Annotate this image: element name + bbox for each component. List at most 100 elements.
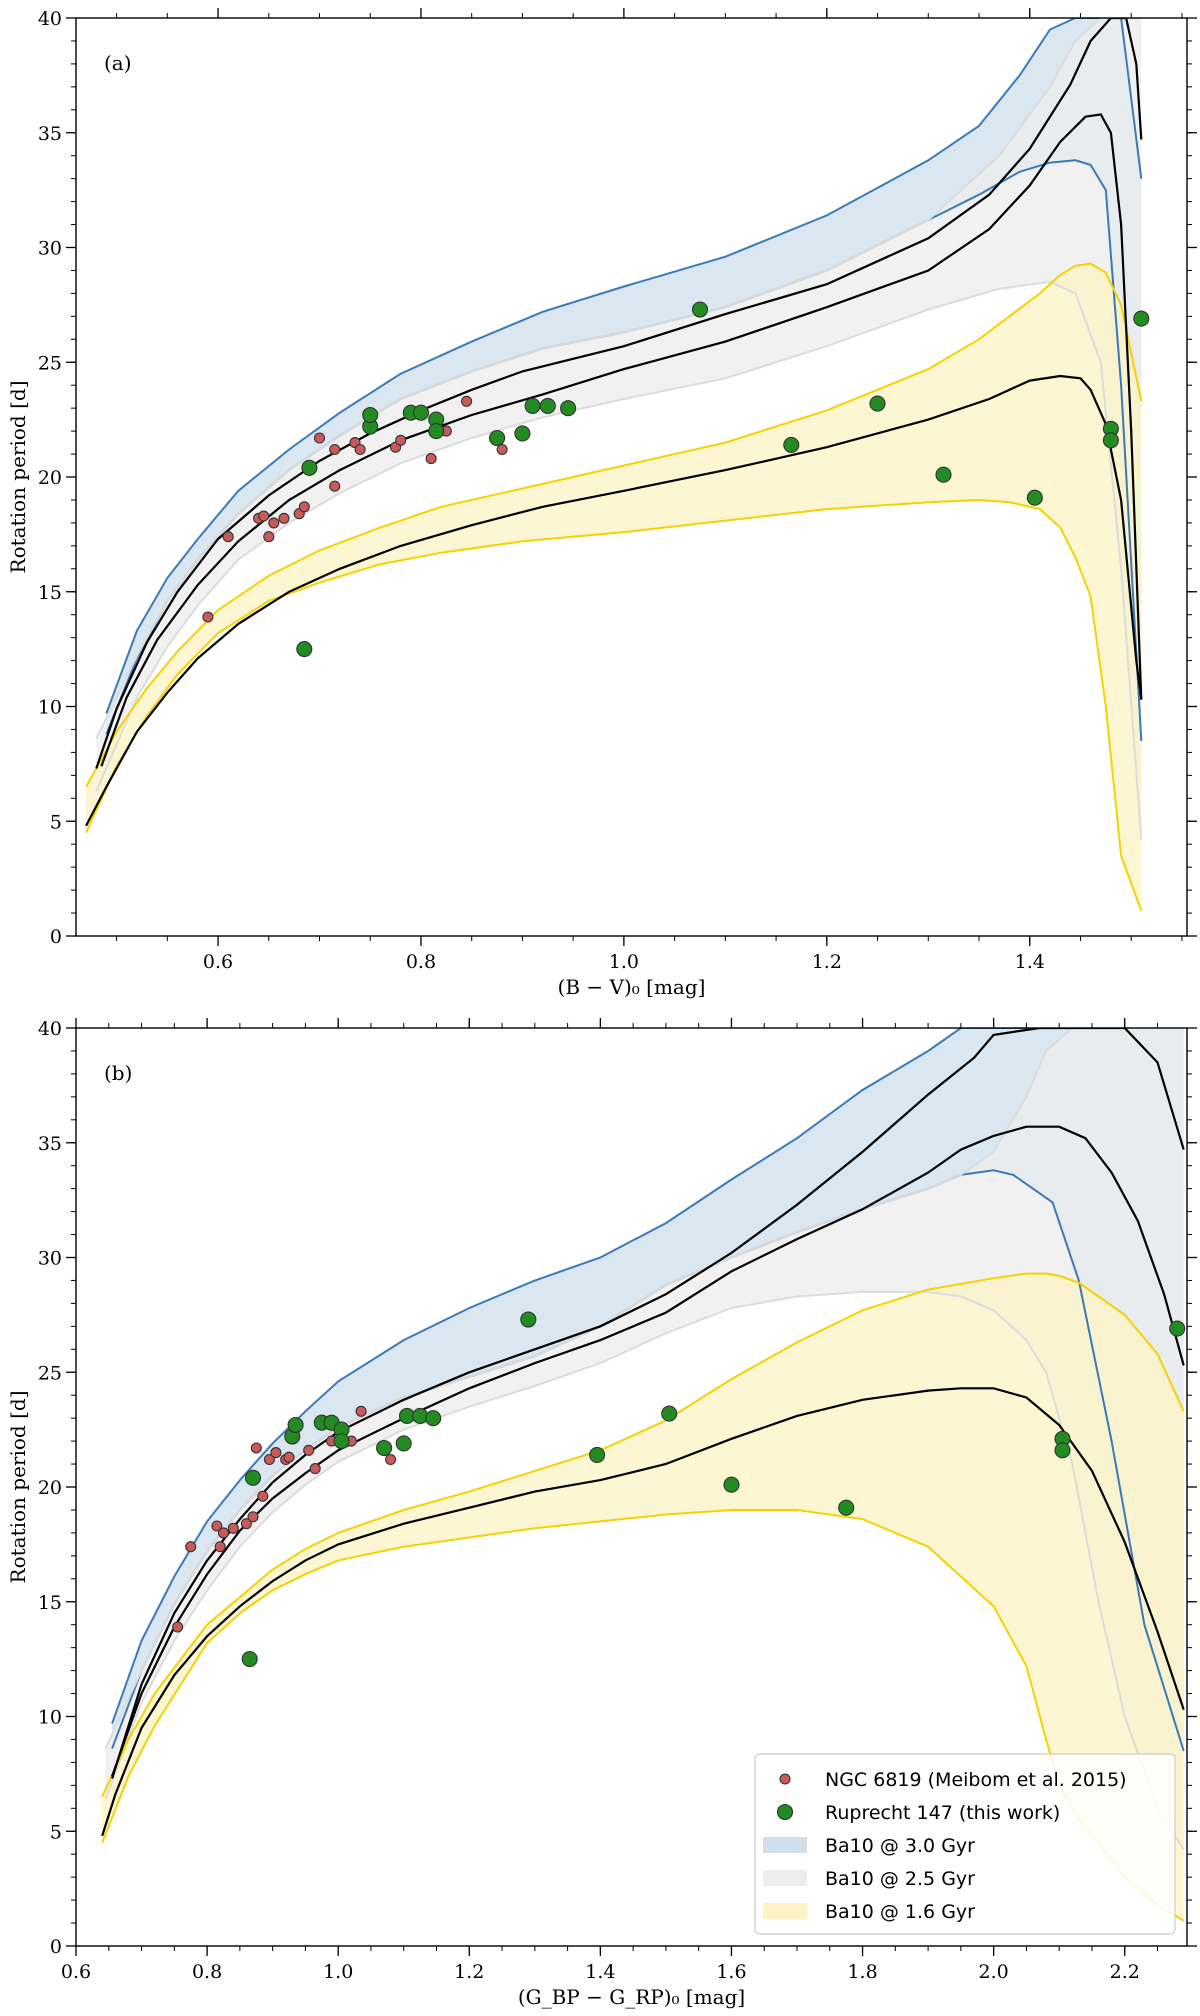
x-axis-title: (G_BP − G_RP)₀ [mag] bbox=[518, 1985, 745, 2009]
ruprecht147-point bbox=[520, 1311, 537, 1328]
panel-b: 0.6 0.8 1.0 1.2 1.4 1.6 1.8 2.0 2.2 0 5 10 15 20 25 30 3… bbox=[6, 1018, 1197, 2009]
ruprecht147-point bbox=[425, 1410, 442, 1427]
ruprecht147-point bbox=[691, 301, 709, 318]
ruprecht147-point bbox=[1133, 310, 1150, 327]
panel-a: 0.6 0.8 1.0 1.2 1.4 0 5 10 15 20 25 30 35 40 (B − V)₀ … bbox=[6, 8, 1197, 999]
ngc6819-point bbox=[268, 517, 280, 529]
ruprecht147-point bbox=[524, 397, 541, 414]
x-tick-label: 1.6 bbox=[716, 1961, 746, 1983]
y-tick-label: 20 bbox=[38, 467, 62, 489]
legend-marker-ngc6819 bbox=[779, 1773, 791, 1785]
band-edge-upper-3 bbox=[85, 262, 1143, 788]
band-edge-lower-3 bbox=[85, 498, 1143, 912]
x-tick-label: 1.2 bbox=[812, 951, 842, 973]
ngc6819-point bbox=[355, 1405, 367, 1417]
ngc6819-point bbox=[172, 1621, 184, 1633]
y-tick-label: 10 bbox=[38, 697, 62, 719]
model-line-3 bbox=[101, 1387, 1185, 1837]
band-area-1 bbox=[106, 18, 1142, 741]
x-tick-label: 0.8 bbox=[192, 1961, 222, 1983]
ruprecht147-point bbox=[244, 1469, 262, 1486]
ngc6819-point bbox=[298, 501, 310, 513]
panel-label: (a) bbox=[104, 51, 132, 75]
ruprecht147-point bbox=[296, 641, 313, 658]
band-area-3 bbox=[102, 1273, 1184, 1921]
y-tick-label: 30 bbox=[38, 238, 62, 260]
x-tick-label: 0.8 bbox=[406, 951, 436, 973]
x-tick-label: 0.6 bbox=[203, 951, 233, 973]
ngc6819-point bbox=[222, 531, 234, 543]
y-tick-label: 15 bbox=[38, 1592, 62, 1614]
y-tick-label: 20 bbox=[38, 1477, 62, 1499]
legend-marker-ruprecht147 bbox=[776, 1803, 794, 1821]
band-edge-upper-2 bbox=[95, 18, 1142, 740]
legend-label: NGC 6819 (Meibom et al. 2015) bbox=[825, 1769, 1127, 1791]
ngc6819-point bbox=[329, 443, 341, 456]
x-tick-label: 1.2 bbox=[454, 1961, 484, 1983]
y-axis-title: Rotation period [d] bbox=[6, 1391, 30, 1584]
ngc6819-point bbox=[258, 510, 270, 522]
ngc6819-point bbox=[395, 434, 407, 446]
ruprecht147-point bbox=[935, 466, 952, 483]
band-edge-lower-2 bbox=[95, 280, 1143, 840]
ruprecht147-point bbox=[428, 423, 445, 440]
x-tick-label: 1.0 bbox=[609, 951, 639, 973]
legend-swatch-band-2 bbox=[763, 1870, 807, 1886]
legend-label: Ruprecht 147 (this work) bbox=[825, 1802, 1060, 1824]
y-tick-label: 25 bbox=[38, 352, 62, 374]
ruprecht147-point bbox=[333, 1433, 350, 1450]
ngc6819-point bbox=[214, 1541, 226, 1553]
ruprecht147-point bbox=[412, 1407, 429, 1424]
x-tick-label: 0.6 bbox=[61, 1961, 91, 1983]
ngc6819-point bbox=[385, 1453, 397, 1466]
plot-area bbox=[101, 1028, 1186, 1922]
x-tick-label: 2.0 bbox=[979, 1961, 1009, 1983]
ruprecht147-point bbox=[1102, 432, 1119, 449]
ruprecht147-point bbox=[869, 395, 886, 412]
ruprecht147-point bbox=[1169, 1320, 1186, 1337]
ruprecht147-point bbox=[362, 406, 379, 424]
ngc6819-point bbox=[250, 1442, 262, 1454]
band-area-2 bbox=[105, 1028, 1184, 1850]
ruprecht147-point bbox=[412, 404, 430, 421]
legend-label: Ba10 @ 3.0 Gyr bbox=[825, 1835, 975, 1857]
ngc6819-point bbox=[425, 453, 437, 465]
ngc6819-point bbox=[247, 1511, 259, 1523]
ngc6819-point bbox=[354, 443, 366, 456]
y-tick-label: 40 bbox=[38, 8, 62, 30]
ngc6819-point bbox=[309, 1463, 321, 1475]
ngc6819-point bbox=[185, 1541, 197, 1553]
ngc6819-point bbox=[217, 1527, 230, 1539]
x-tick-label: 1.8 bbox=[847, 1961, 877, 1983]
ngc6819-point bbox=[263, 531, 275, 543]
y-tick-label: 35 bbox=[38, 123, 62, 145]
ngc6819-point bbox=[283, 1451, 295, 1463]
legend: NGC 6819 (Meibom et al. 2015) Ruprecht 14… bbox=[754, 1753, 1176, 1935]
ruprecht147-point bbox=[376, 1439, 393, 1457]
ngc6819-point bbox=[461, 395, 473, 407]
ruprecht147-point bbox=[514, 425, 531, 442]
band-edge-upper-1 bbox=[105, 18, 1143, 714]
ruprecht147-point bbox=[1026, 489, 1043, 506]
y-tick-label: 5 bbox=[50, 1821, 62, 1843]
ngc6819-point bbox=[227, 1522, 239, 1534]
legend-label: Ba10 @ 1.6 Gyr bbox=[825, 1901, 975, 1923]
x-tick-label: 1.4 bbox=[1015, 951, 1045, 973]
ngc6819-point bbox=[270, 1447, 282, 1459]
model-line-1 bbox=[95, 18, 1143, 769]
model-line-2 bbox=[100, 113, 1143, 767]
ruprecht147-point bbox=[838, 1499, 855, 1516]
ngc6819-point bbox=[303, 1444, 315, 1456]
ngc6819-point bbox=[329, 480, 341, 492]
ruprecht147-point bbox=[560, 400, 577, 417]
y-tick-label: 0 bbox=[50, 1936, 62, 1958]
ruprecht147-point bbox=[489, 429, 506, 447]
legend-box bbox=[754, 1753, 1176, 1935]
ruprecht147-point bbox=[783, 436, 800, 453]
x-axis-title: (B − V)₀ [mag] bbox=[558, 975, 706, 999]
ngc6819-point bbox=[211, 1520, 223, 1532]
legend-swatch-band-3 bbox=[763, 1903, 807, 1919]
band-edge-upper-1 bbox=[111, 1028, 1184, 1724]
ruprecht147-point bbox=[723, 1476, 740, 1493]
y-tick-label: 15 bbox=[38, 582, 62, 604]
